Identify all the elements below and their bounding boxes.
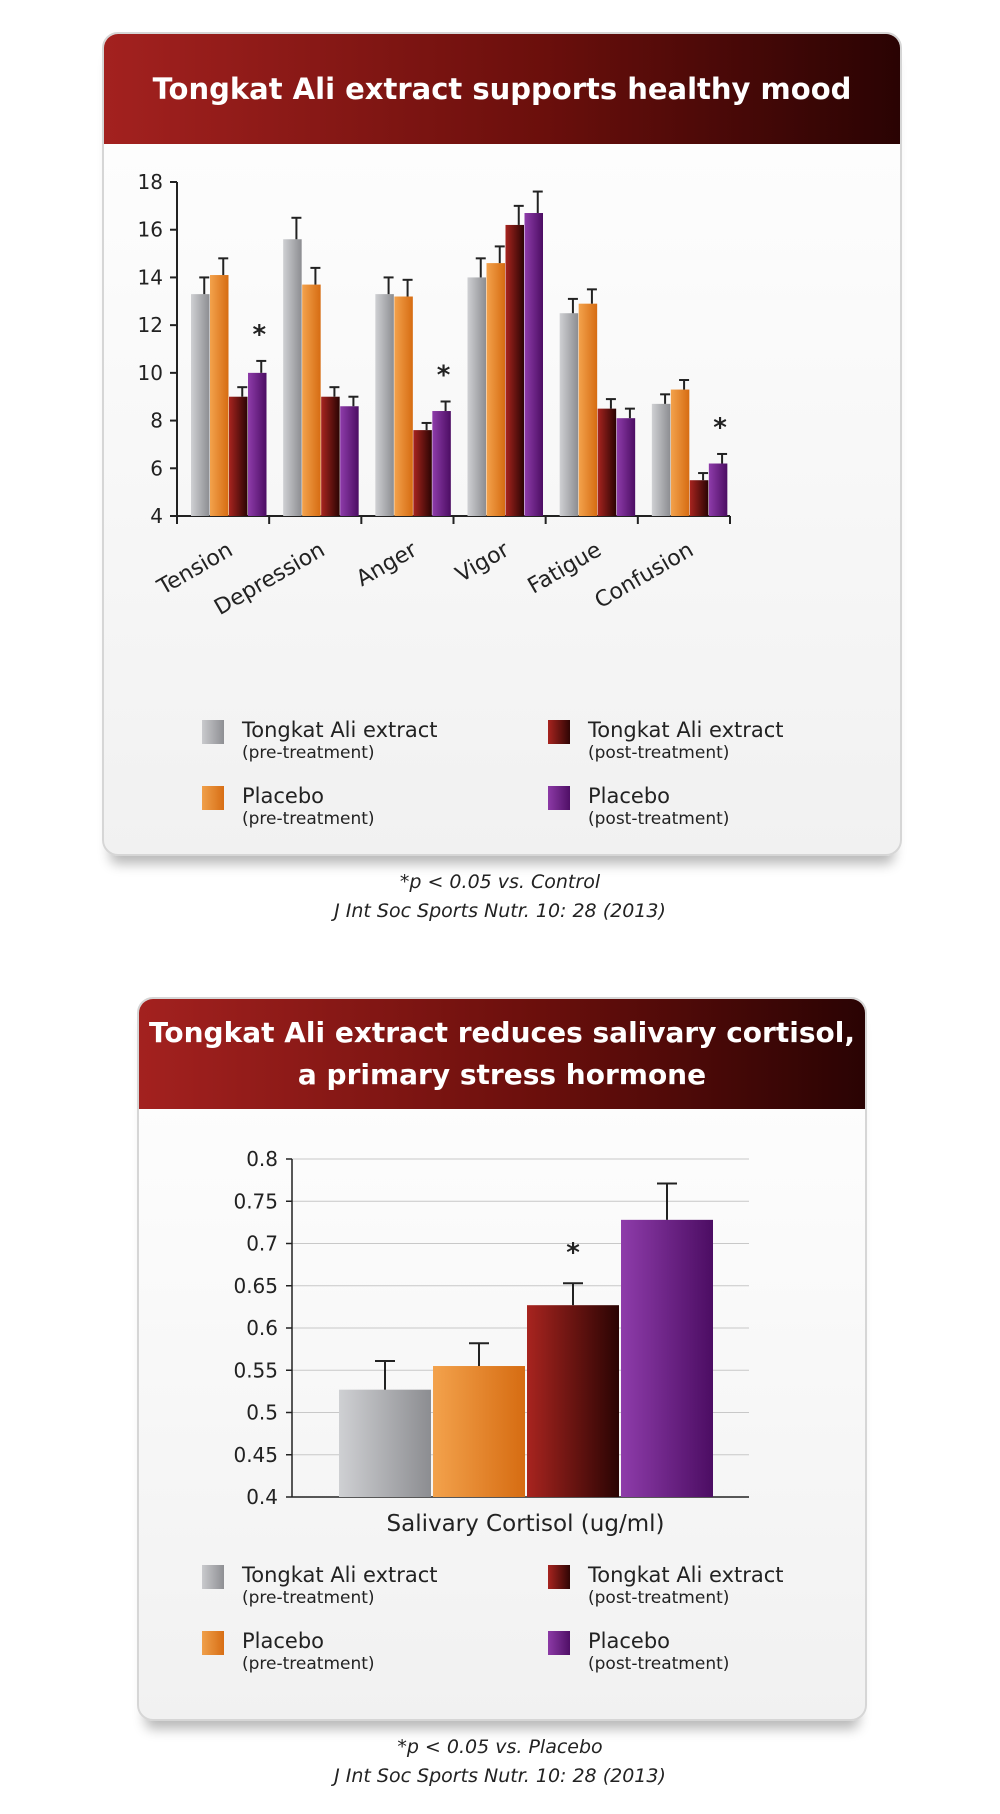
mood-citation: J Int Soc Sports Nutr. 10: 28 (2013) (334, 900, 666, 922)
legend-swatch (202, 1565, 224, 1589)
bar (191, 294, 210, 516)
bar (340, 406, 359, 516)
bar (248, 372, 267, 516)
bar (486, 263, 505, 516)
significance-marker: * (437, 360, 451, 390)
cortisol-title-line2: a primary stress hormone (297, 1058, 707, 1091)
bar (339, 1389, 431, 1497)
legend-swatch (548, 1565, 570, 1589)
legend-swatch (202, 1631, 224, 1655)
y-tick-label: 0.4 (246, 1485, 278, 1509)
legend-sublabel: (post-treatment) (588, 809, 730, 829)
cortisol-chart-card: Tongkat Ali extract reduces salivary cor… (137, 997, 867, 1721)
cortisol-legend: Tongkat Ali extract (pre-treatment) Tong… (139, 999, 865, 1719)
legend-swatch (202, 786, 224, 810)
cortisol-footnote: *p < 0.05 vs. Placebo (397, 1736, 603, 1758)
legend-label: Tongkat Ali extract (588, 718, 784, 742)
cortisol-caption: *p < 0.05 vs. Placebo J Int Soc Sports N… (0, 1733, 1000, 1791)
y-tick-label: 10 (138, 361, 163, 385)
y-tick-label: 0.5 (246, 1401, 278, 1425)
mood-caption: *p < 0.05 vs. Control J Int Soc Sports N… (0, 868, 1000, 926)
mood-chart-card: Tongkat Ali extract supports healthy moo… (102, 32, 902, 856)
legend-sublabel: (pre-treatment) (242, 1588, 375, 1608)
y-tick-label: 0.65 (233, 1274, 278, 1298)
y-tick-label: 14 (138, 265, 163, 289)
legend-sublabel: (pre-treatment) (242, 743, 375, 763)
y-tick-label: 0.45 (233, 1443, 278, 1467)
bar (467, 277, 486, 516)
bar (597, 408, 617, 516)
bar (559, 313, 579, 516)
legend-sublabel: (pre-treatment) (242, 809, 375, 829)
legend-sublabel: (post-treatment) (588, 743, 730, 763)
legend-label: Tongkat Ali extract (588, 1563, 784, 1587)
y-tick-label: 12 (138, 313, 163, 337)
y-tick-label: 8 (150, 409, 163, 433)
cortisol-title-line1: Tongkat Ali extract reduces salivary cor… (149, 1016, 855, 1049)
legend-sublabel: (post-treatment) (588, 1588, 730, 1608)
mood-chart-title: Tongkat Ali extract supports healthy moo… (104, 34, 900, 144)
mood-footnote: *p < 0.05 vs. Control (399, 871, 601, 893)
bar (651, 403, 671, 516)
bar (413, 430, 432, 516)
legend-label: Tongkat Ali extract (242, 1563, 438, 1587)
legend-swatch (548, 786, 570, 810)
legend-label: Placebo (242, 784, 325, 808)
significance-marker: * (713, 413, 727, 443)
legend-sublabel: (post-treatment) (588, 1654, 730, 1674)
y-tick-label: 0.6 (246, 1316, 278, 1340)
y-tick-label: 4 (150, 504, 163, 528)
bar (394, 296, 413, 516)
bar (505, 224, 524, 516)
y-tick-label: 0.75 (233, 1189, 278, 1213)
bar (229, 396, 248, 516)
x-axis-label: Salivary Cortisol (ug/ml) (387, 1511, 665, 1537)
cortisol-citation: J Int Soc Sports Nutr. 10: 28 (2013) (334, 1765, 666, 1787)
legend-label: Placebo (588, 784, 671, 808)
significance-marker: * (566, 1238, 580, 1268)
bar (689, 480, 709, 516)
bar (433, 1366, 525, 1497)
bar (670, 389, 690, 516)
bar (708, 463, 728, 516)
bar (210, 275, 229, 516)
bar (524, 213, 543, 516)
y-tick-label: 16 (138, 218, 163, 242)
legend-label: Placebo (242, 1629, 325, 1653)
bar (302, 284, 321, 516)
bar (527, 1305, 619, 1497)
bar (621, 1219, 713, 1497)
y-tick-label: 18 (138, 170, 163, 194)
legend-swatch (548, 720, 570, 744)
legend-swatch (548, 1631, 570, 1655)
y-tick-label: 0.8 (246, 1147, 278, 1171)
y-tick-label: 0.7 (246, 1232, 278, 1256)
bar (616, 418, 636, 516)
cortisol-bar-chart: 0.4 0.45 0.5 0.55 0.6 0.65 0.7 0.75 0.8 * Salivary… (233, 1147, 749, 1537)
bar (578, 303, 598, 516)
cortisol-chart-title: Tongkat Ali extract reduces salivary cor… (139, 999, 865, 1109)
mood-legend: Tongkat Ali extract (pre-treatment) Tong… (104, 34, 900, 854)
significance-marker: * (252, 320, 266, 350)
legend-label: Tongkat Ali extract (242, 718, 438, 742)
bar (321, 396, 340, 516)
legend-label: Placebo (588, 1629, 671, 1653)
legend-sublabel: (pre-treatment) (242, 1654, 375, 1674)
y-tick-label: 0.55 (233, 1358, 278, 1382)
bar (432, 411, 451, 516)
bar (283, 239, 302, 516)
y-tick-label: 6 (150, 456, 163, 480)
legend-swatch (202, 720, 224, 744)
bar (375, 294, 394, 516)
